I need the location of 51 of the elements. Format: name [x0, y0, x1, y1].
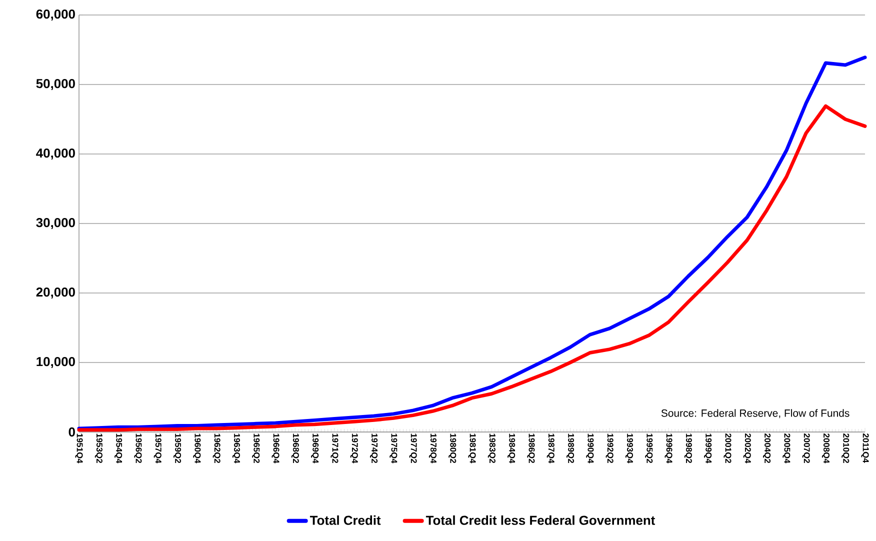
x-tick-label: 1987Q4	[546, 434, 554, 464]
x-tick-label: 1986Q2	[527, 434, 535, 463]
x-tick-label: 1984Q4	[508, 434, 516, 464]
y-tick-label: 10,000	[36, 356, 75, 368]
x-tick-label: 1993Q4	[625, 434, 633, 464]
x-tick-label: 1963Q4	[232, 434, 240, 464]
x-tick-label: 1968Q2	[291, 434, 299, 463]
x-tick-label: 1995Q2	[645, 434, 653, 463]
x-tick-label: 2008Q4	[822, 433, 830, 464]
x-tick-label: 1957Q4	[154, 434, 162, 464]
y-tick-label: 50,000	[36, 78, 75, 90]
x-tick-label: 2001Q2	[724, 433, 732, 463]
y-tick-label: 0	[68, 427, 75, 437]
x-tick-label: 2010Q2	[842, 433, 850, 463]
x-tick-label: 1953Q2	[94, 434, 102, 463]
x-tick-label: 1969Q4	[311, 434, 319, 464]
x-tick-label: 2011Q4	[861, 433, 869, 463]
x-tick-label: 1972Q4	[350, 434, 358, 464]
legend-label: Total Credit less Federal Government	[426, 515, 656, 525]
annotation: Source: Federal Reserve, Flow of Funds	[661, 409, 850, 418]
x-tick-label: 1962Q2	[212, 434, 220, 463]
x-tick-label: 1975Q4	[390, 434, 398, 464]
x-tick-label: 1959Q2	[173, 434, 182, 463]
y-tick-label: 30,000	[36, 218, 75, 230]
x-tick-label: 1989Q2	[566, 434, 574, 463]
x-tick-label: 2005Q4	[782, 433, 790, 464]
x-tick-label: 2002Q4	[743, 433, 751, 464]
x-tick-label: 1981Q4	[468, 434, 476, 464]
x-tick-label: 1951Q4	[75, 434, 83, 464]
x-tick-label: 1977Q2	[409, 434, 417, 463]
y-tick-label: 40,000	[36, 148, 75, 160]
y-tick-label: 60,000	[36, 9, 75, 21]
legend-label: Total Credit	[310, 515, 381, 525]
x-tick-label: 1996Q4	[664, 434, 672, 464]
x-tick-label: 1956Q2	[134, 434, 142, 463]
x-tick-label: 1978Q4	[428, 434, 436, 464]
x-tick-label: 1992Q2	[606, 434, 614, 463]
x-tick-label: 1990Q4	[586, 434, 594, 464]
x-tick-label: 1966Q4	[272, 434, 280, 464]
x-tick-label: 1983Q2	[488, 434, 496, 463]
x-tick-label: 1998Q2	[684, 434, 692, 463]
x-tick-label: 2004Q2	[762, 433, 771, 463]
x-tick-label: 1999Q4	[704, 434, 712, 464]
x-tick-label: 1980Q2	[448, 434, 456, 463]
x-tick-label: 1971Q2	[330, 434, 338, 463]
x-tick-label: 1954Q4	[114, 434, 122, 464]
x-tick-label: 1960Q4	[193, 434, 201, 464]
x-tick-label: 1965Q2	[252, 434, 260, 463]
y-tick-label: 20,000	[36, 287, 75, 299]
x-tick-label: 2007Q2	[802, 433, 810, 463]
x-tick-label: 1974Q2	[370, 434, 378, 463]
